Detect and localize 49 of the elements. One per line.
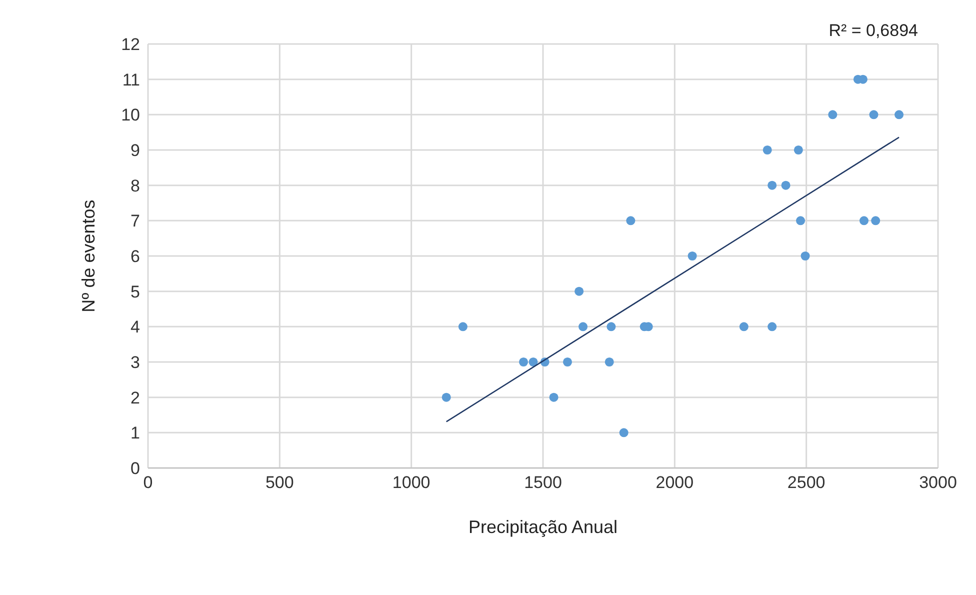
point	[800, 251, 810, 261]
y-tick-label: 4	[130, 318, 140, 337]
x-tick-label: 500	[265, 473, 294, 492]
point	[619, 428, 628, 438]
point	[606, 322, 616, 332]
y-axis-title: Nº de eventos	[78, 200, 98, 312]
point	[442, 392, 451, 402]
y-tick-label: 0	[130, 459, 140, 478]
point	[739, 322, 748, 332]
x-tick-label: 2500	[787, 473, 826, 492]
x-tick-label: 3000	[919, 473, 957, 492]
point	[519, 357, 528, 367]
point	[562, 357, 572, 367]
text: R² = 0,6894	[828, 21, 918, 40]
point	[549, 392, 558, 402]
point	[528, 357, 538, 367]
point	[871, 216, 880, 226]
point	[688, 251, 697, 261]
y-tick-label: 9	[130, 141, 140, 160]
y-tick-label: 1	[130, 424, 140, 443]
x-tick-label: 1000	[392, 473, 430, 492]
point	[794, 145, 803, 155]
y-tick-label: 12	[121, 35, 140, 54]
point	[578, 322, 588, 332]
x-tick-label: 0	[143, 473, 153, 492]
x-tick-label: 2000	[656, 473, 694, 492]
point	[626, 216, 636, 226]
point	[894, 110, 904, 120]
point	[869, 110, 878, 120]
x-axis-title: Precipitação Anual	[468, 517, 618, 537]
point	[859, 216, 869, 226]
point	[828, 110, 838, 120]
point	[762, 145, 772, 155]
point	[768, 180, 777, 190]
y-tick-label: 3	[130, 353, 140, 372]
point	[796, 216, 806, 226]
y-tick-label: 6	[130, 247, 140, 266]
y-tick-label: 10	[121, 106, 140, 125]
point	[781, 180, 790, 190]
y-tick-label: 5	[130, 282, 140, 302]
y-tick-label: 7	[130, 212, 140, 231]
y-tick-label: 11	[122, 70, 140, 90]
point	[574, 286, 584, 296]
y-tick-label: 8	[130, 176, 140, 196]
y-tick-label: 2	[130, 388, 140, 408]
point	[604, 357, 614, 367]
point	[768, 322, 777, 332]
point	[458, 322, 468, 332]
x-tick-label: 1500	[524, 473, 562, 492]
